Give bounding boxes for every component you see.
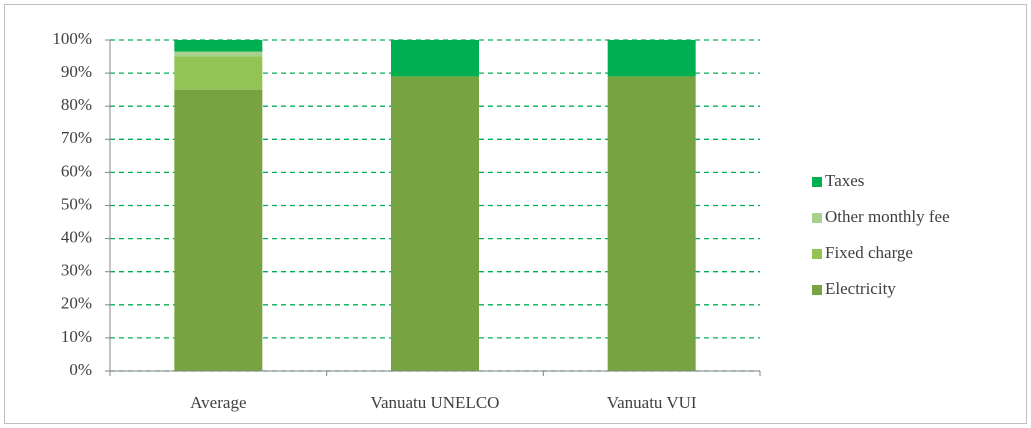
bar-segment [607, 40, 696, 77]
y-tick-label: 60% [61, 161, 92, 180]
bar-segment [174, 89, 263, 372]
y-tick-label: 50% [61, 194, 92, 213]
y-tick-label: 90% [61, 62, 92, 81]
legend-swatch [812, 249, 822, 259]
x-tick-label: Vanuatu UNELCO [371, 393, 500, 412]
y-tick-label: 30% [61, 261, 92, 280]
y-tick-label: 100% [52, 29, 92, 48]
y-tick-label: 80% [61, 95, 92, 114]
legend-swatch [812, 177, 822, 187]
legend-label: Other monthly fee [825, 207, 950, 226]
legend-swatch [812, 285, 822, 295]
y-tick-label: 70% [61, 128, 92, 147]
legend-swatch [812, 213, 822, 223]
bar-segment [174, 40, 263, 52]
bar-segment [607, 76, 696, 371]
y-tick-label: 20% [61, 294, 92, 313]
y-tick-label: 0% [69, 360, 92, 379]
bar-segment [391, 76, 479, 371]
legend-label: Fixed charge [825, 243, 913, 262]
x-tick-label: Average [190, 393, 246, 412]
y-tick-label: 10% [61, 327, 92, 346]
y-tick-label: 40% [61, 228, 92, 247]
x-tick-label: Vanuatu VUI [607, 393, 697, 412]
bar-segment [174, 51, 263, 57]
bar-segment [174, 56, 263, 90]
bar-segment [391, 40, 479, 77]
legend-label: Taxes [825, 171, 864, 190]
legend-label: Electricity [825, 279, 896, 298]
